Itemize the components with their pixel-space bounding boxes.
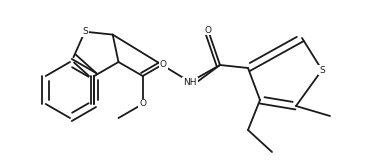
Text: NH: NH [183,77,197,86]
Text: O: O [205,25,212,34]
Text: S: S [82,27,88,36]
Text: O: O [139,99,146,109]
Text: O: O [160,60,167,69]
Text: S: S [319,66,325,75]
